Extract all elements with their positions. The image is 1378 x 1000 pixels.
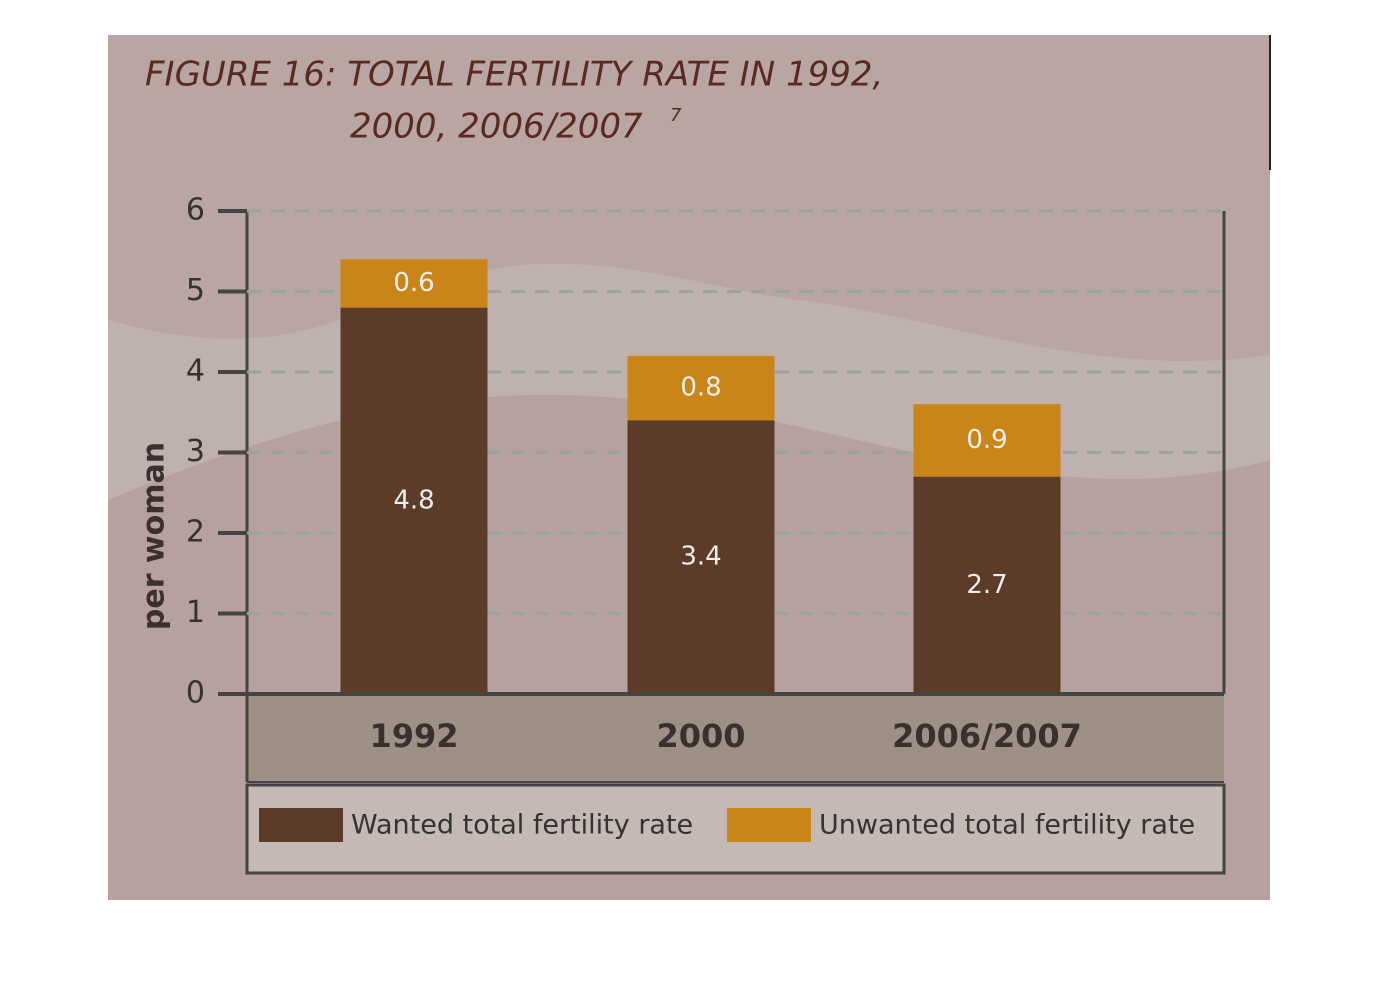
data-label: 0.9 bbox=[966, 425, 1007, 455]
title-note: 7 bbox=[670, 105, 682, 126]
y-tick-label: 5 bbox=[186, 273, 205, 308]
bar bbox=[627, 420, 775, 694]
y-tick-label: 3 bbox=[186, 434, 205, 469]
data-label: 0.6 bbox=[393, 268, 434, 298]
x-tick-label: 2006/2007 bbox=[892, 717, 1082, 755]
bar bbox=[340, 259, 488, 308]
x-tick-label: 2000 bbox=[656, 717, 745, 755]
legend-label: Wanted total fertility rate bbox=[351, 810, 693, 841]
category-band bbox=[247, 694, 1224, 782]
legend-swatch bbox=[259, 808, 343, 842]
y-tick-label: 2 bbox=[186, 515, 205, 550]
data-label: 3.4 bbox=[680, 542, 721, 572]
bar bbox=[913, 476, 1061, 694]
data-label: 0.8 bbox=[680, 373, 721, 403]
legend-swatch bbox=[727, 808, 811, 842]
bar bbox=[340, 307, 488, 694]
y-tick-label: 6 bbox=[186, 193, 205, 228]
chart-title: FIGURE 16: TOTAL FERTILITY RATE IN 1992, bbox=[145, 55, 883, 95]
y-tick-label: 1 bbox=[186, 595, 205, 630]
y-tick-label: 4 bbox=[186, 354, 205, 389]
y-axis-label: per woman bbox=[137, 442, 172, 630]
x-tick-label: 1992 bbox=[369, 717, 458, 755]
y-tick-label: 0 bbox=[186, 676, 205, 711]
bar bbox=[913, 404, 1061, 477]
legend-label: Unwanted total fertility rate bbox=[819, 810, 1195, 841]
bar bbox=[627, 355, 775, 421]
data-label: 4.8 bbox=[393, 485, 434, 515]
data-label: 2.7 bbox=[966, 570, 1007, 600]
chart-title: 2000, 2006/2007 bbox=[350, 107, 643, 147]
